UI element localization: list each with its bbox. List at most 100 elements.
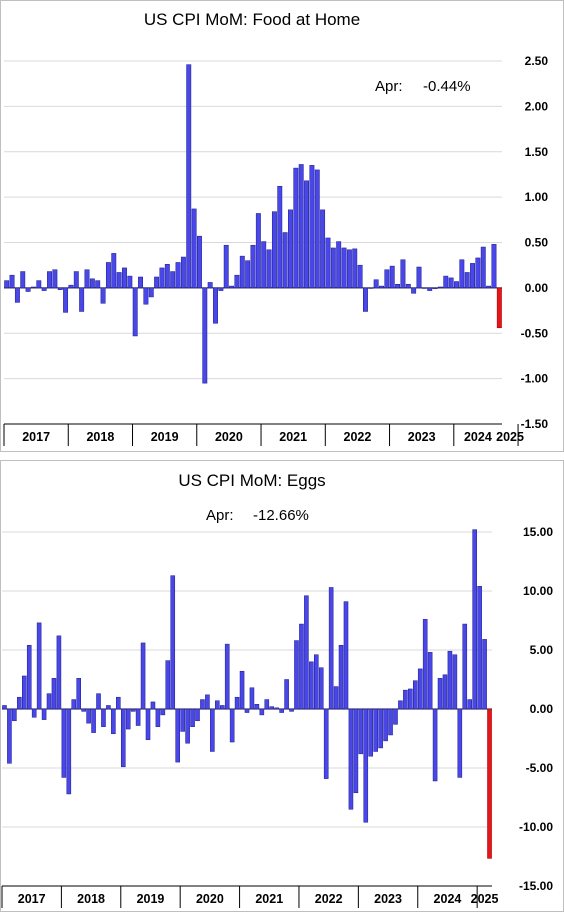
x-tick-label: 2019: [137, 892, 165, 906]
bar: [140, 642, 146, 710]
bar: [17, 696, 22, 710]
bar: [155, 708, 161, 727]
bar: [330, 247, 336, 289]
bar: [31, 708, 37, 718]
bar: [255, 213, 261, 289]
bar: [101, 708, 106, 727]
bar: [400, 259, 406, 289]
bar: [79, 287, 85, 312]
bar: [452, 654, 458, 710]
bar: [405, 283, 411, 289]
bar: [36, 280, 42, 289]
bar: [175, 262, 181, 289]
x-tick-label: 2024: [434, 892, 462, 906]
x-axis: 2017 2018 2019 2020 2021 2022 2023 2024 2025: [3, 423, 524, 446]
bar: [210, 708, 215, 752]
bar: [309, 165, 315, 289]
bar: [47, 271, 52, 289]
bar: [341, 247, 347, 289]
bar: [320, 209, 326, 289]
bar: [284, 679, 289, 710]
x-tick-label: 2022: [344, 430, 372, 444]
bar: [357, 264, 363, 289]
x-tick-label: 2017: [22, 430, 50, 444]
bar: [120, 708, 126, 768]
bar: [125, 708, 131, 730]
bar: [427, 287, 433, 291]
bar: [343, 601, 349, 710]
bar: [336, 241, 342, 289]
bar: [12, 708, 17, 722]
bar: [223, 244, 229, 289]
y-tick-label: -0.50: [521, 326, 549, 340]
bar: [421, 287, 427, 289]
bar: [314, 654, 319, 710]
bar: [165, 660, 171, 710]
y-axis-ticks: 15.00 10.00 5.00 0.00 -5.00 -10.00 -15.00: [519, 525, 553, 893]
y-tick-label: 10.00: [523, 584, 553, 598]
bar: [138, 276, 143, 289]
x-tick-label: 2024: [464, 430, 492, 444]
bar: [7, 708, 12, 764]
eggs-chart-svg: US CPI MoM: Eggs Apr: -12.66% 15.00 10.00…: [0, 460, 564, 912]
bar: [159, 267, 165, 289]
bar: [51, 678, 57, 710]
annotation-label: Apr:: [375, 78, 403, 95]
bar: [346, 249, 352, 289]
x-axis: 2017 2018 2019 2020 2021 2022 2023 2024 2025: [1, 885, 499, 908]
bar: [480, 246, 486, 289]
bar: [467, 699, 473, 710]
chart-title: US CPI MoM: Eggs: [178, 471, 325, 490]
bar: [358, 708, 364, 755]
bar: [56, 635, 62, 710]
bar: [457, 708, 463, 778]
bar: [408, 688, 413, 710]
bar: [71, 699, 77, 710]
annotation-label: Apr:: [206, 507, 234, 524]
bar: [395, 283, 401, 289]
bar: [470, 263, 475, 289]
x-tick-label: 2020: [215, 430, 243, 444]
bar: [496, 287, 502, 329]
bar: [314, 169, 320, 289]
bar: [447, 650, 453, 710]
bar: [245, 260, 251, 289]
bar: [116, 272, 122, 289]
bar: [25, 287, 31, 292]
bar: [254, 704, 260, 710]
bar: [239, 255, 245, 289]
bar: [180, 256, 186, 289]
bar: [318, 667, 324, 710]
bar: [195, 708, 200, 722]
y-tick-label: 0.00: [525, 281, 549, 295]
x-tick-label: 2018: [86, 430, 114, 444]
bar: [304, 180, 309, 289]
bar: [218, 287, 224, 291]
bar: [191, 208, 197, 289]
y-tick-label: 1.50: [525, 145, 549, 159]
y-tick-label: 0.00: [530, 702, 554, 716]
bar: [2, 705, 7, 710]
y-tick-label: 1.00: [525, 190, 549, 204]
bar: [443, 275, 449, 289]
bar: [289, 708, 294, 712]
bar: [417, 668, 423, 710]
bar: [277, 185, 283, 289]
bar: [185, 708, 190, 744]
bar: [491, 244, 497, 289]
bar: [175, 708, 180, 763]
bar: [427, 652, 433, 710]
bar: [66, 708, 72, 795]
bar: [4, 280, 10, 289]
bar: [14, 287, 20, 303]
y-tick-label: 15.00: [523, 525, 553, 539]
bar: [26, 645, 32, 710]
bar: [68, 284, 74, 289]
bar: [459, 259, 465, 289]
bar: [160, 708, 166, 716]
bar: [164, 264, 170, 289]
bar: [234, 274, 240, 289]
bar: [132, 287, 138, 337]
bar: [122, 267, 127, 289]
bar: [379, 285, 384, 289]
